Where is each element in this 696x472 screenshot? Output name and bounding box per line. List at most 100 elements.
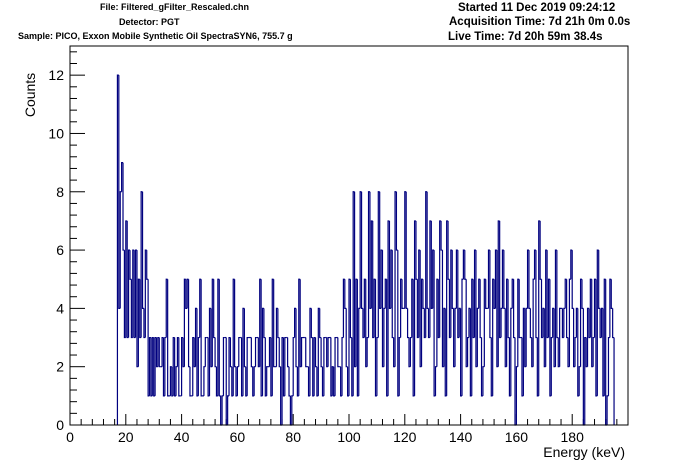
histogram-bin xyxy=(426,191,429,309)
histogram-bin xyxy=(578,366,581,396)
series-layer xyxy=(116,74,615,426)
histogram-bin xyxy=(366,336,369,367)
histogram-bin xyxy=(525,307,528,367)
x-tick-label: 120 xyxy=(393,429,417,445)
histogram-bin xyxy=(571,250,574,309)
y-tick-label: 12 xyxy=(48,67,64,83)
histogram-bin xyxy=(581,279,584,309)
histogram-bin xyxy=(510,307,513,396)
histogram-bin xyxy=(447,220,450,280)
histogram-bin xyxy=(320,337,323,368)
histogram-bin xyxy=(398,336,401,396)
histogram-bin xyxy=(391,250,394,339)
started-label: Started 11 Dec 2019 09:24:12 xyxy=(458,2,616,14)
histogram-bin xyxy=(167,279,170,397)
histogram-bin xyxy=(610,279,613,309)
histogram-bin xyxy=(229,337,232,368)
histogram-bin xyxy=(415,220,418,280)
histogram-bin xyxy=(358,307,361,396)
histogram-bin xyxy=(485,279,488,309)
histogram-bin xyxy=(119,191,122,309)
detector-label: Detector: PGT xyxy=(119,17,180,27)
histogram-bin xyxy=(405,191,408,309)
histogram-bin xyxy=(461,278,464,396)
file-label: File: Filtered_gFilter_Rescaled.chn xyxy=(100,2,250,12)
histogram-bin xyxy=(310,308,313,339)
histogram-bin xyxy=(401,279,404,309)
y-axis-title: Counts xyxy=(22,73,38,117)
live-time-label: Live Time: 7d 20h 59m 38.4s xyxy=(448,31,603,43)
histogram-bin xyxy=(218,279,221,397)
histogram-bin xyxy=(203,366,206,396)
y-tick-label: 2 xyxy=(56,359,64,375)
histogram-bin xyxy=(451,250,454,309)
histogram-bin xyxy=(273,279,276,368)
histogram-bin xyxy=(607,336,610,396)
histogram-bin xyxy=(532,278,535,367)
histogram-bin xyxy=(376,336,379,396)
x-axis-title: Energy (keV) xyxy=(543,444,625,460)
histogram-bin xyxy=(327,336,330,367)
histogram-bin xyxy=(158,337,161,368)
histogram-bin xyxy=(295,308,298,368)
histogram-bin xyxy=(464,250,467,280)
histogram-bin xyxy=(598,250,601,309)
histogram-bin xyxy=(345,308,348,368)
plot-frame xyxy=(69,45,629,426)
histogram-bin xyxy=(606,395,609,425)
histogram-bin xyxy=(489,250,492,339)
histogram-bin xyxy=(341,336,344,396)
histogram-bin xyxy=(200,279,203,397)
x-tick-label: 160 xyxy=(505,429,529,445)
y-tick-label: 6 xyxy=(56,242,64,258)
histogram-bin xyxy=(221,395,224,425)
histogram-bin xyxy=(250,337,253,368)
histogram-bin xyxy=(518,279,521,339)
y-tick-label: 4 xyxy=(56,300,64,316)
histogram-bin xyxy=(277,308,280,339)
histogram-bin xyxy=(178,337,181,397)
histogram-bin xyxy=(292,336,295,396)
histogram-bin xyxy=(227,395,230,425)
histogram-bin xyxy=(434,366,437,396)
histogram-bin xyxy=(612,308,615,339)
histogram-bin xyxy=(314,337,317,368)
histogram-bin xyxy=(189,366,192,397)
histogram-bin xyxy=(197,336,200,396)
histogram-bin xyxy=(266,366,269,396)
x-tick-label: 60 xyxy=(230,429,246,445)
histogram-bin xyxy=(222,336,225,396)
histogram-bin xyxy=(529,308,532,339)
histogram-bin xyxy=(559,307,562,367)
histogram-bin xyxy=(213,279,216,339)
histogram-bin xyxy=(305,337,308,368)
histogram-bin xyxy=(236,366,239,396)
histogram-bin xyxy=(214,337,217,368)
histogram-bin xyxy=(528,250,531,309)
histogram-bin xyxy=(422,279,425,309)
histogram-bin xyxy=(476,307,479,367)
histogram-bin xyxy=(454,307,457,367)
histogram-bin xyxy=(507,279,510,339)
acquisition-time-label: Acquisition Time: 7d 21h 0m 0.0s xyxy=(449,16,631,28)
histogram-bin xyxy=(164,336,167,396)
histogram-bin xyxy=(287,337,290,368)
histogram-bin xyxy=(246,336,249,396)
histogram-bin xyxy=(337,337,340,368)
histogram-bin xyxy=(334,336,337,396)
histogram-bin xyxy=(238,336,241,367)
histogram-bin xyxy=(383,307,386,367)
histogram-bin xyxy=(592,336,595,367)
histogram-bin xyxy=(515,366,518,425)
histogram-bin xyxy=(284,336,287,396)
histogram-bin xyxy=(122,162,125,251)
x-tick-label: 20 xyxy=(118,429,134,445)
histogram-bin xyxy=(344,279,347,309)
histogram-bin xyxy=(288,366,291,397)
y-tick-label: 10 xyxy=(48,125,64,141)
histogram-bin xyxy=(406,308,409,339)
histogram-bin xyxy=(129,250,132,280)
histogram-bin xyxy=(323,336,326,396)
histogram-bin xyxy=(479,279,482,339)
